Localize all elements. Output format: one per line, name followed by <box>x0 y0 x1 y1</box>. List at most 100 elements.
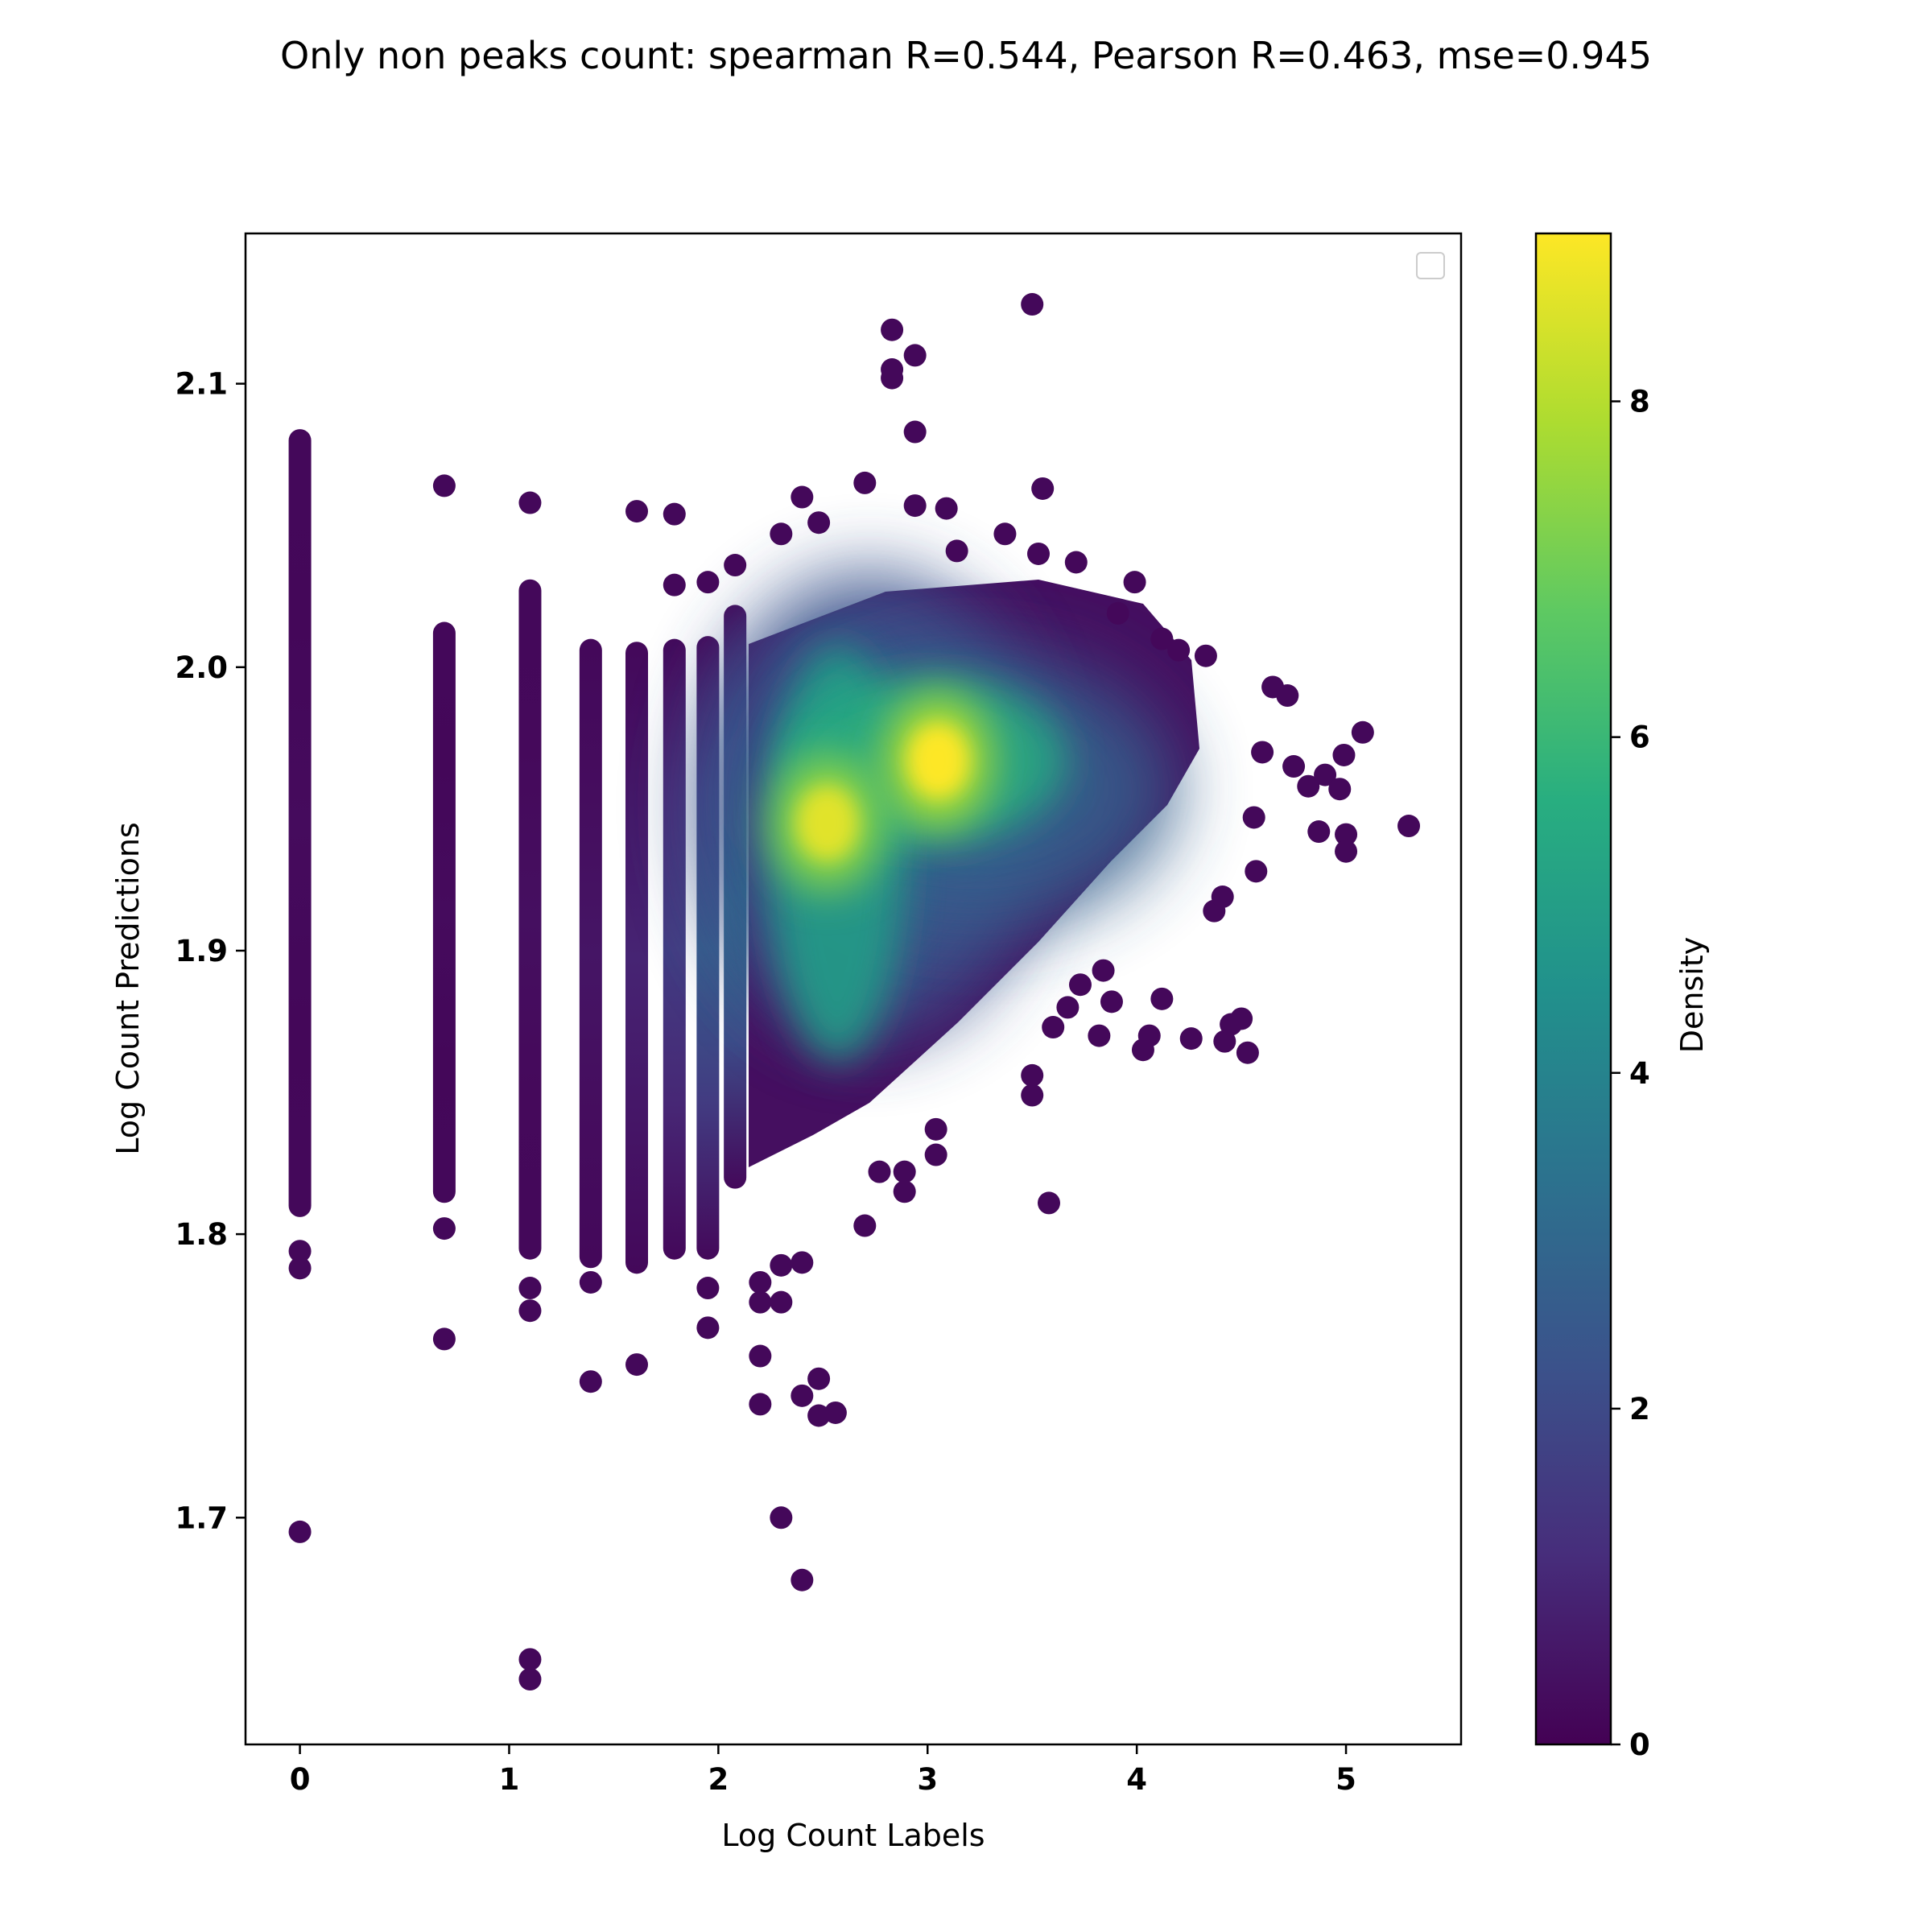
scatter-point <box>1276 684 1299 708</box>
plot-area <box>288 293 1421 1691</box>
scatter-point <box>625 1353 649 1377</box>
column-band <box>625 642 649 1274</box>
scatter-point <box>1123 571 1146 594</box>
scatter-point <box>924 1117 947 1141</box>
scatter-point <box>881 366 904 390</box>
scatter-point <box>770 522 793 546</box>
legend-box <box>1416 252 1445 279</box>
scatter-point <box>663 573 686 597</box>
scatter-point <box>1092 959 1115 982</box>
scatter-point <box>1100 990 1123 1013</box>
scatter-point <box>945 539 968 563</box>
chart-title: Only non peaks count: spearman R=0.544, … <box>280 34 1652 77</box>
scatter-point <box>853 1214 877 1237</box>
scatter-point <box>1236 1041 1259 1064</box>
scatter-point <box>518 1299 542 1323</box>
scatter-point <box>1194 644 1217 667</box>
scatter-point <box>1021 1063 1044 1087</box>
scatter-point <box>625 500 649 523</box>
scatter-point <box>432 1217 456 1241</box>
scatter-point <box>1307 820 1331 844</box>
scatter-point <box>1297 774 1320 798</box>
scatter-point <box>1137 1024 1161 1047</box>
scatter-point <box>1068 973 1092 997</box>
scatter-point <box>935 497 958 520</box>
scatter-point <box>903 420 927 444</box>
x-tick-label: 1 <box>499 1762 520 1797</box>
scatter-point <box>749 1270 772 1294</box>
scatter-point <box>663 502 686 526</box>
scatter-point <box>853 471 877 494</box>
x-axis-label: Log Count Labels <box>721 1818 985 1853</box>
scatter-point <box>1042 1016 1065 1039</box>
scatter-point <box>1351 720 1374 744</box>
scatter-point <box>1021 1084 1044 1107</box>
scatter-point <box>749 1290 772 1314</box>
colorbar-tick-label: 8 <box>1629 385 1650 419</box>
scatter-point <box>807 1404 831 1427</box>
scatter-point <box>807 1367 831 1390</box>
scatter-point <box>1038 1191 1061 1215</box>
scatter-point <box>1027 542 1051 565</box>
scatter-point <box>903 344 927 367</box>
scatter-point <box>579 1270 602 1294</box>
scatter-point <box>696 1316 720 1340</box>
scatter-point <box>770 1253 793 1277</box>
scatter-point <box>1251 741 1274 764</box>
scatter-point <box>1211 886 1234 909</box>
y-axis: 1.7 1.8 1.9 2.0 2.1 <box>175 367 246 1535</box>
colorbar-ticks: 0 2 4 6 8 <box>1611 385 1650 1762</box>
scatter-point <box>1106 601 1129 625</box>
scatter-point <box>924 1143 947 1166</box>
colorbar-tick-label: 4 <box>1629 1056 1650 1091</box>
x-tick-label: 5 <box>1335 1762 1356 1797</box>
label-columns <box>288 429 747 1274</box>
scatter-point <box>1332 743 1356 766</box>
scatter-point <box>1335 823 1358 846</box>
y-tick-label: 1.9 <box>175 934 228 968</box>
scatter-point <box>1150 627 1174 650</box>
scatter-point <box>1056 996 1080 1019</box>
colorbar-gradient <box>1534 232 1612 1746</box>
colorbar-tick-label: 2 <box>1629 1392 1650 1426</box>
column-band <box>288 429 312 1217</box>
scatter-point <box>518 1277 542 1300</box>
scatter-point <box>518 491 542 514</box>
x-tick-label: 4 <box>1126 1762 1147 1797</box>
y-axis-label: Log Count Predictions <box>110 822 146 1154</box>
density-cloud <box>696 572 1199 1167</box>
scatter-point <box>1328 778 1352 801</box>
scatter-point <box>770 1506 793 1530</box>
column-band <box>432 621 456 1203</box>
column-band <box>579 638 602 1269</box>
scatter-point <box>807 511 831 535</box>
scatter-point <box>824 1401 847 1424</box>
scatter-point <box>893 1160 916 1183</box>
x-tick-label: 3 <box>917 1762 938 1797</box>
scatter-point <box>1213 1030 1236 1053</box>
scatter-point <box>749 1344 772 1368</box>
scatter-point <box>1064 551 1088 574</box>
colorbar: 0 2 4 6 8 Density <box>1534 232 1710 1762</box>
scatter-point <box>1314 763 1337 786</box>
scatter-point <box>770 1290 793 1314</box>
scatter-point <box>1230 1007 1253 1030</box>
scatter-point <box>749 1393 772 1416</box>
x-axis: 0 1 2 3 4 5 <box>290 1744 1356 1797</box>
outlier-points <box>288 293 1421 1691</box>
colorbar-tick-label: 6 <box>1629 720 1650 755</box>
y-tick-label: 1.8 <box>175 1217 228 1252</box>
scatter-point <box>1245 860 1268 883</box>
scatter-point <box>791 1251 814 1274</box>
x-tick-label: 2 <box>708 1762 729 1797</box>
scatter-point <box>1397 815 1421 838</box>
y-tick-label: 2.0 <box>175 650 228 685</box>
scatter-point <box>1179 1027 1203 1051</box>
y-tick-label: 1.7 <box>175 1501 228 1535</box>
density-peak <box>796 786 858 861</box>
scatter-point <box>1282 755 1306 778</box>
scatter-point <box>791 485 814 509</box>
scatter-point <box>868 1160 891 1183</box>
scatter-point <box>1242 806 1265 829</box>
scatter-point <box>1167 638 1191 662</box>
